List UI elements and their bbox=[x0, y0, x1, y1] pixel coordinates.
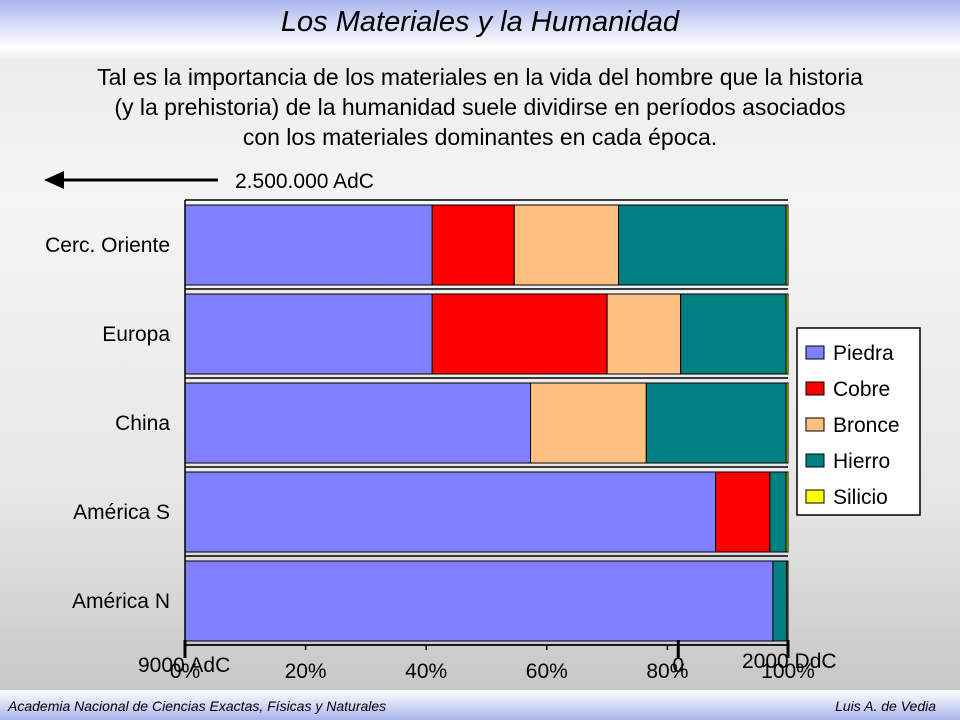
x-tick-label: 80% bbox=[646, 660, 688, 683]
bar-segment-cobre bbox=[431, 204, 515, 286]
category-label: América S bbox=[73, 501, 170, 524]
legend-entry: Cobre bbox=[833, 378, 890, 401]
bar-segment-bronce bbox=[513, 204, 620, 286]
subtitle-line: con los materiales dominantes en cada ép… bbox=[242, 124, 718, 150]
time-annotations: 2.500.000 AdC 9000 AdC 0 2000 DdC bbox=[44, 170, 837, 677]
legend-swatch bbox=[805, 489, 825, 504]
timeline-start-label: 9000 AdC bbox=[138, 654, 230, 677]
legend-entry: Hierro bbox=[833, 450, 890, 473]
slide-subtitle: Tal es la importancia de los materiales … bbox=[20, 62, 940, 152]
x-tick-label: 100% bbox=[761, 660, 815, 683]
bar-segment-piedra bbox=[184, 204, 433, 286]
bar-segment-cobre bbox=[715, 471, 771, 553]
category-labels: Cerc. Oriente Europa China América S América… bbox=[45, 234, 170, 613]
slide-title: Los Materiales y la Humanidad bbox=[280, 6, 680, 38]
bar-segment-hierro bbox=[618, 204, 787, 286]
bar-segment-hierro bbox=[680, 293, 787, 375]
bar-segment-silicio bbox=[785, 471, 789, 553]
bar-segment-silicio bbox=[785, 382, 789, 464]
footer-institution: Academia Nacional de Ciencias Exactas, F… bbox=[8, 698, 387, 714]
arrow-left-head bbox=[44, 171, 64, 189]
legend: Piedra Cobre Bronce Hierro Silicio bbox=[796, 327, 921, 516]
x-tick-label: 0% bbox=[170, 660, 200, 683]
legend-entry: Bronce bbox=[833, 414, 900, 437]
legend-swatch bbox=[805, 381, 825, 396]
footer-band bbox=[0, 690, 960, 720]
x-tick-label: 60% bbox=[526, 660, 568, 683]
legend-swatch bbox=[805, 345, 825, 360]
x-tick-label: 40% bbox=[405, 660, 447, 683]
legend-swatch bbox=[805, 417, 825, 432]
bar-segment-piedra bbox=[184, 382, 532, 464]
bar-segment-piedra bbox=[184, 560, 774, 642]
x-axis: 0% 20% 40% 60% 80% 100% bbox=[170, 200, 815, 683]
title-band bbox=[0, 0, 960, 46]
category-label: América N bbox=[72, 590, 170, 613]
bar-segment-piedra bbox=[184, 471, 717, 553]
subtitle-line: Tal es la importancia de los materiales … bbox=[97, 64, 863, 90]
legend-entry: Silicio bbox=[833, 486, 888, 509]
timeline-end-label: 2000 DdC bbox=[742, 650, 837, 673]
bar-segment-hierro bbox=[769, 471, 787, 553]
legend-entry: Piedra bbox=[833, 342, 894, 365]
subtitle-line: (y la prehistoria) de la humanidad suele… bbox=[114, 94, 846, 120]
x-tick-label: 20% bbox=[285, 660, 327, 683]
bar-segment-cobre bbox=[431, 293, 608, 375]
bar-segment-silicio bbox=[785, 293, 789, 375]
bar-segment-silicio bbox=[785, 204, 789, 286]
bar-segment-bronce bbox=[606, 293, 682, 375]
category-label: Europa bbox=[102, 323, 170, 346]
bar-segment-piedra bbox=[184, 293, 433, 375]
bar-segment-silicio bbox=[786, 560, 789, 642]
legend-swatch bbox=[805, 453, 825, 468]
bar-segment-hierro bbox=[772, 560, 788, 642]
bars-group bbox=[184, 199, 789, 646]
bar-segment-bronce bbox=[530, 382, 647, 464]
footer-author: Luis A. de Vedia bbox=[835, 698, 936, 714]
bar-segment-hierro bbox=[645, 382, 787, 464]
category-label: China bbox=[115, 412, 170, 435]
top-arrow-label: 2.500.000 AdC bbox=[235, 170, 374, 193]
timeline-zero-label: 0 bbox=[672, 654, 684, 677]
category-label: Cerc. Oriente bbox=[45, 234, 170, 257]
